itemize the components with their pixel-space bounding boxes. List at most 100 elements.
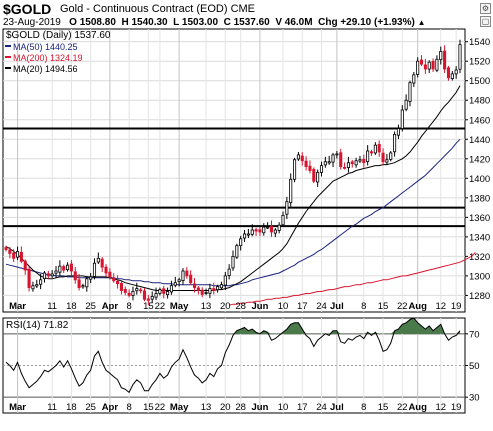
candle-body	[258, 229, 262, 233]
candle-body	[154, 293, 158, 298]
candle-body	[135, 288, 139, 292]
price-x-tick-label: 19	[451, 301, 462, 312]
candle-body	[50, 273, 54, 277]
change-up-icon: ▲	[417, 18, 426, 27]
rsi-series-line	[5, 317, 461, 394]
price-y-tick-label: 1400	[469, 174, 490, 185]
candle-body	[339, 152, 343, 167]
rsi-x-tick-label: Apr	[102, 402, 119, 413]
candle-body	[77, 279, 81, 289]
candle-body	[285, 201, 289, 215]
candle-body	[85, 278, 89, 288]
candle-body	[89, 276, 93, 280]
price-grid	[3, 29, 465, 312]
candle-body	[377, 143, 381, 153]
candle-body	[62, 266, 66, 271]
candle-body	[108, 271, 112, 278]
candle-body	[73, 271, 77, 281]
candle-body	[431, 60, 435, 70]
rsi-x-tick-label: 20	[220, 402, 231, 413]
candle-body	[316, 172, 320, 183]
candle-body	[373, 144, 377, 154]
rsi-x-tick-label: Jun	[251, 402, 268, 413]
rsi-x-tick-label: May	[170, 402, 189, 413]
price-x-axis: Mar 11 18 25 Apr 8 15 22 May 13 20 28 Jun 10 17 24 Jul 8 1…	[9, 301, 461, 312]
candle-body	[119, 282, 123, 291]
price-y-tick-label: 1300	[469, 271, 490, 282]
candle-body	[304, 160, 308, 167]
price-x-tick-label: 25	[85, 301, 96, 312]
candle-body	[150, 295, 154, 300]
candle-body	[381, 152, 385, 163]
candle-body	[142, 290, 147, 300]
candle-body	[254, 229, 258, 232]
candle-body	[335, 153, 339, 156]
price-x-tick-label: 15	[143, 301, 154, 312]
price-x-tick-label: 28	[235, 301, 246, 312]
quote-date: 23-Aug-2019	[3, 17, 61, 28]
candle-body	[239, 238, 243, 247]
symbol-description: Gold - Continuous Contract (EOD) CME	[60, 3, 256, 15]
rsi-x-tick-label: 11	[47, 402, 57, 413]
price-x-tick-label: 18	[66, 301, 77, 312]
price-x-tick-label: 17	[297, 301, 308, 312]
candle-body	[100, 258, 104, 268]
chart-options-icon[interactable]: ⚙	[480, 3, 491, 14]
candle-body	[350, 161, 354, 165]
candle-body	[185, 270, 189, 277]
ma20-line	[5, 85, 461, 291]
price-y-tick-label: 1380	[469, 193, 490, 204]
candle-body	[23, 260, 27, 271]
candle-body	[69, 263, 73, 272]
candle-body	[454, 69, 458, 75]
price-x-tick-label: May	[170, 301, 189, 312]
candle-body	[273, 229, 277, 234]
rsi-x-tick-label: 15	[143, 402, 154, 413]
candle-body	[385, 159, 389, 163]
candle-body	[408, 82, 412, 102]
candle-body	[439, 51, 443, 61]
price-x-tick-label: 13	[201, 301, 212, 312]
price-panel-title: $GOLD (Daily) 1537.60	[6, 30, 111, 41]
price-y-tick-label: 1340	[469, 232, 490, 243]
candle-body	[250, 229, 254, 235]
candle-body	[423, 64, 427, 70]
candle-body	[323, 161, 327, 166]
price-y-tick-label: 1440	[469, 135, 490, 146]
candle-body	[331, 154, 335, 163]
rsi-x-tick-label: 10	[278, 402, 289, 413]
rsi-y-tick-label: 70	[469, 329, 480, 340]
candle-body	[104, 266, 108, 274]
candle-body	[446, 67, 451, 79]
candle-body	[208, 288, 212, 294]
candle-body	[443, 50, 447, 70]
candle-body	[450, 73, 454, 79]
price-x-tick-label: 12	[435, 301, 446, 312]
ma50-legend-label: MA(50) 1440.25	[13, 42, 78, 52]
rsi-y-axis: 30 50 70	[465, 329, 480, 404]
candle-body	[35, 284, 39, 287]
candle-body	[435, 58, 439, 71]
rsi-x-tick-label: 8	[126, 402, 131, 413]
candle-body	[242, 233, 247, 239]
candle-body	[319, 165, 324, 173]
ma20-legend: MA(20) 1494.56	[5, 64, 78, 74]
expand-chart-icon[interactable]: ▢	[480, 16, 491, 27]
price-x-tick-label: Jun	[251, 301, 268, 312]
candle-body	[300, 155, 304, 162]
price-y-tick-label: 1460	[469, 115, 490, 126]
candlesticks	[4, 39, 462, 306]
candle-body	[96, 257, 100, 263]
candle-body	[266, 226, 270, 229]
price-x-tick-label: 8	[126, 301, 131, 312]
candle-body	[189, 274, 193, 284]
candle-body	[427, 61, 431, 70]
rsi-x-tick-label: Jul	[330, 402, 344, 413]
low-price: L 1503.00	[173, 17, 219, 28]
candle-body	[212, 288, 216, 291]
price-x-tick-label: Mar	[9, 301, 26, 312]
candle-body	[112, 277, 116, 282]
price-y-tick-label: 1520	[469, 57, 490, 68]
rsi-x-tick-label: 12	[435, 402, 446, 413]
